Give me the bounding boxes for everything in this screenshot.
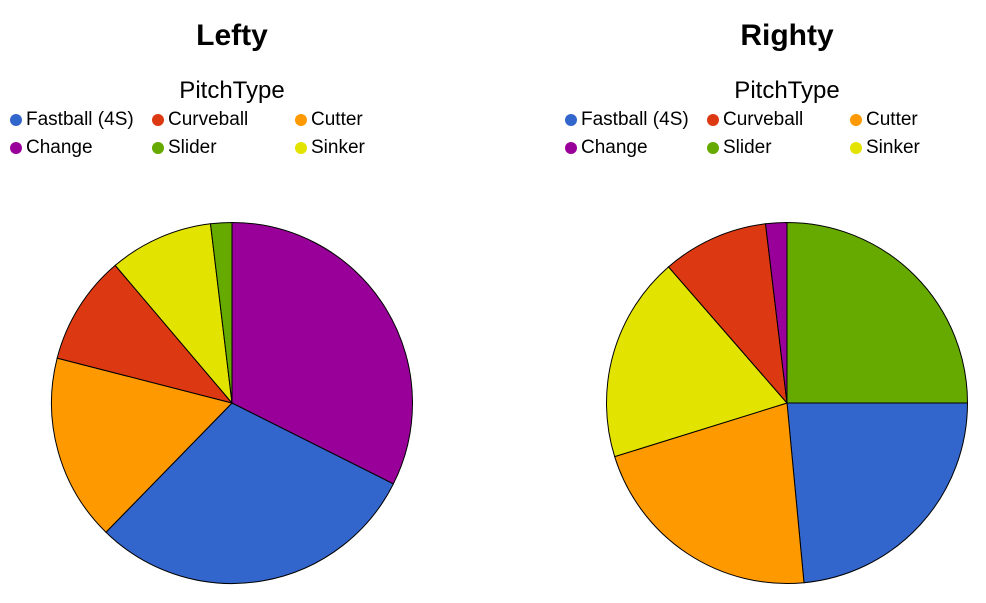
pie-slice-sinker [114, 223, 233, 405]
legend: Fastball (4S) Curveball Cutter Change Sl… [10, 106, 365, 162]
legend-swatch-icon [152, 114, 164, 126]
legend-item: Change [565, 137, 707, 159]
chart-block-lefty: Lefty PitchType Fastball (4S) Curveball … [0, 0, 432, 603]
pie-slice-cutter [51, 357, 233, 533]
legend-title: PitchType [734, 77, 840, 104]
legend-swatch-icon [10, 114, 22, 126]
pie-chart [51, 221, 413, 584]
pie-slice-change [764, 221, 788, 404]
legend-swatch-icon [295, 114, 307, 126]
legend-item-label: Change [26, 137, 93, 158]
legend-item: Curveball [707, 109, 850, 131]
legend-item-label: Sinker [311, 137, 365, 158]
pie-slice-curveball [667, 223, 788, 405]
legend-item-label: Fastball (4S) [26, 109, 134, 130]
legend-item: Cutter [850, 109, 920, 131]
legend-swatch-icon [707, 114, 719, 126]
legend-item: Fastball (4S) [10, 109, 152, 131]
legend-item-label: Change [581, 137, 648, 158]
legend-swatch-icon [565, 142, 577, 154]
legend-item-label: Curveball [168, 109, 249, 130]
legend-item: Change [10, 137, 152, 159]
pie-slice-slider [786, 221, 969, 404]
legend: Fastball (4S) Curveball Cutter Change Sl… [565, 106, 920, 162]
legend-swatch-icon [10, 142, 22, 154]
legend-item: Cutter [295, 109, 365, 131]
legend-item-label: Cutter [866, 109, 918, 130]
pie-slice-slider [209, 221, 233, 404]
pie-slice-curveball [56, 264, 234, 404]
pie-slice-cutter [614, 402, 805, 584]
chart-title: Righty [740, 19, 834, 52]
legend-item: Curveball [152, 109, 295, 131]
legend-swatch-icon [850, 114, 862, 126]
pie-slice-sinker [606, 266, 788, 458]
chart-title: Lefty [196, 19, 268, 52]
legend-item: Fastball (4S) [565, 109, 707, 131]
legend-item: Sinker [850, 137, 920, 159]
legend-title: PitchType [179, 77, 285, 104]
legend-swatch-icon [707, 142, 719, 154]
legend-item-label: Slider [723, 137, 772, 158]
chart-block-righty: Righty PitchType Fastball (4S) Curveball… [555, 0, 986, 603]
legend-swatch-icon [850, 142, 862, 154]
pie-slice-fastball-4s [105, 402, 395, 584]
pie-chart [606, 221, 969, 584]
legend-item-label: Fastball (4S) [581, 109, 689, 130]
legend-swatch-icon [295, 142, 307, 154]
legend-swatch-icon [565, 114, 577, 126]
pie-slice-fastball-4s [786, 402, 969, 584]
legend-item-label: Curveball [723, 109, 804, 130]
legend-item: Sinker [295, 137, 365, 159]
legend-item-label: Sinker [866, 137, 920, 158]
legend-item-label: Slider [168, 137, 217, 158]
legend-swatch-icon [152, 142, 164, 154]
pie-slice-change [231, 221, 413, 485]
legend-item-label: Cutter [311, 109, 363, 130]
legend-item: Slider [152, 137, 295, 159]
legend-item: Slider [707, 137, 850, 159]
